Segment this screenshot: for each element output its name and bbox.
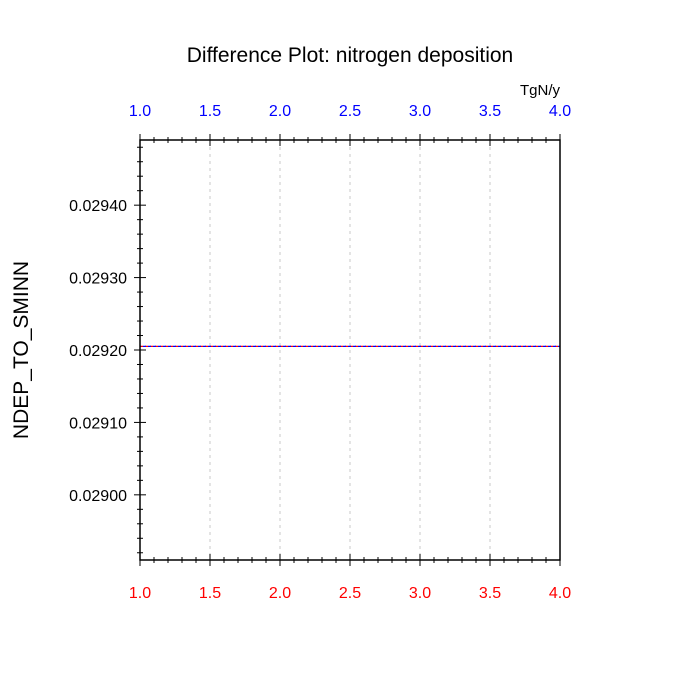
x-tick-label-bottom: 2.5 [339, 585, 361, 602]
x-tick-label-top: 4.0 [549, 103, 571, 120]
y-tick-label: 0.02900 [69, 488, 127, 505]
tick-marks [134, 134, 561, 566]
x-tick-label-top: 2.5 [339, 103, 361, 120]
x-tick-label-bottom: 2.0 [269, 585, 291, 602]
units-label: TgN/y [520, 82, 561, 99]
x-tick-label-bottom: 1.0 [129, 585, 151, 602]
x-tick-label-top: 2.0 [269, 103, 291, 120]
grid [209, 140, 491, 560]
y-tick-label: 0.02910 [69, 415, 127, 432]
x-tick-label-top: 3.0 [409, 103, 431, 120]
chart-title: Difference Plot: nitrogen deposition [187, 44, 513, 67]
x-tick-label-bottom: 3.0 [409, 585, 431, 602]
tick-labels: 1.0 1.0 1.5 1.5 2.0 2.0 2.5 2.5 3.0 3.0 3.5 3.5 4.0 4… [69, 103, 571, 602]
y-axis-label: NDEP_TO_SMINN [10, 261, 33, 439]
x-tick-label-bottom: 3.5 [479, 585, 501, 602]
plot-frame [139, 139, 561, 561]
x-tick-label-bottom: 1.5 [199, 585, 221, 602]
x-tick-label-top: 3.5 [479, 103, 501, 120]
y-tick-label: 0.02940 [69, 198, 127, 215]
x-tick-label-top: 1.5 [199, 103, 221, 120]
y-tick-label: 0.02930 [69, 271, 127, 288]
y-tick-label: 0.02920 [69, 343, 127, 360]
x-tick-label-top: 1.0 [129, 103, 151, 120]
x-tick-label-bottom: 4.0 [549, 585, 571, 602]
